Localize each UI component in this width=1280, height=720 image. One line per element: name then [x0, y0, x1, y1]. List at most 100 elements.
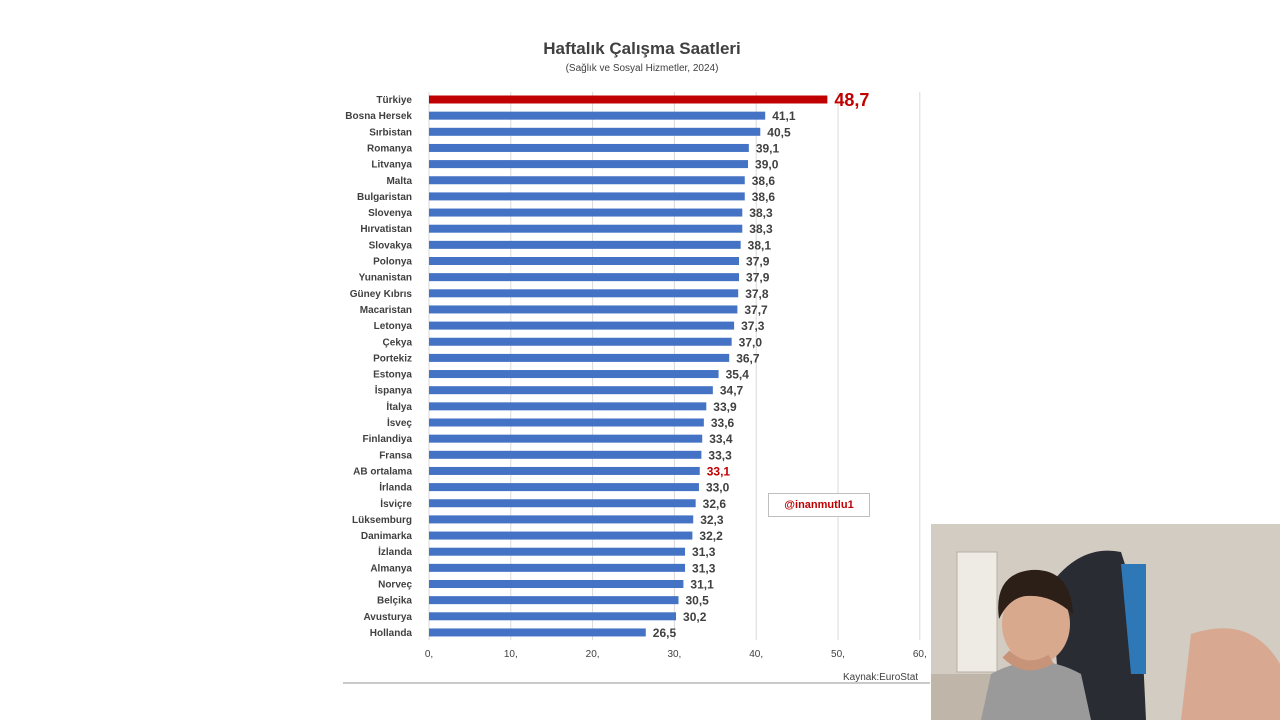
value-label: 36,7: [736, 351, 760, 365]
bars: [429, 95, 828, 637]
value-label: 33,3: [708, 448, 732, 462]
category-label: Lüksemburg: [352, 515, 412, 526]
x-tick-label: 40,: [749, 649, 763, 660]
value-label: 38,6: [752, 174, 776, 188]
bar: [429, 547, 686, 556]
value-label: 38,3: [749, 222, 773, 236]
value-label: 39,1: [756, 141, 780, 155]
bar: [429, 257, 740, 265]
value-label: 30,2: [683, 610, 707, 624]
value-label: 38,1: [748, 238, 772, 252]
webcam-video-frame: [931, 524, 1280, 720]
bar: [429, 240, 741, 249]
value-label: 37,3: [741, 319, 765, 333]
bar: [429, 224, 743, 233]
category-label: AB ortalama: [353, 466, 412, 477]
category-label: Güney Kıbrıs: [350, 289, 413, 300]
category-label: Çekya: [383, 337, 413, 348]
category-label: İrlanda: [379, 481, 412, 494]
category-label: İsveç: [387, 416, 412, 429]
category-label: Danimarka: [361, 531, 413, 542]
category-label: Yunanistan: [359, 273, 412, 284]
watermark-handle: @inanmutlu1: [768, 493, 870, 517]
value-label: 37,9: [746, 255, 770, 269]
bar: [429, 515, 694, 524]
category-label: Litvanya: [371, 160, 412, 171]
category-label: Avusturya: [363, 612, 412, 623]
category-label: Belçika: [377, 596, 412, 607]
value-label: 32,6: [703, 497, 727, 511]
value-label: 33,4: [709, 432, 733, 446]
bar: [429, 563, 686, 572]
category-label: Hırvatistan: [360, 224, 412, 235]
bar: [429, 337, 732, 346]
bar: [429, 386, 713, 395]
bar: [429, 499, 696, 508]
category-label: Türkiye: [376, 95, 412, 106]
category-label: Bosna Hersek: [345, 111, 412, 122]
bar: [429, 321, 735, 330]
bar: [429, 628, 646, 637]
value-label: 32,2: [699, 529, 723, 543]
bar: [429, 95, 828, 104]
bar: [429, 434, 703, 443]
category-label: Polonya: [373, 257, 412, 268]
value-label: 31,1: [690, 578, 714, 592]
value-label: 32,3: [700, 513, 724, 527]
category-label: İsviçre: [380, 497, 412, 510]
bar: [429, 418, 704, 427]
bar: [429, 289, 739, 298]
value-label: 30,5: [685, 594, 709, 608]
category-label: Portekiz: [373, 353, 412, 364]
bar: [429, 531, 693, 540]
bar: [429, 483, 699, 492]
value-label: 37,8: [745, 287, 769, 301]
bar: [429, 612, 677, 621]
category-label: Fransa: [379, 450, 412, 461]
category-label: Norveç: [378, 580, 412, 591]
value-label: 35,4: [726, 368, 750, 382]
category-label: İtalya: [386, 400, 412, 413]
bar: [429, 466, 700, 475]
category-label: Sırbistan: [369, 127, 412, 138]
category-label: İzlanda: [378, 545, 412, 558]
chart-subtitle: (Sağlık ve Sosyal Hizmetler, 2024): [565, 63, 719, 74]
category-label: Hollanda: [370, 628, 413, 639]
x-axis-ticks: 0, 10, 20, 30, 40, 50, 60,: [425, 649, 927, 660]
value-label: 38,6: [752, 190, 776, 204]
category-label: Bulgaristan: [357, 192, 412, 203]
bar: [429, 305, 738, 314]
x-tick-label: 30,: [667, 649, 681, 660]
category-label: Romanya: [367, 143, 412, 154]
value-label: 37,0: [739, 335, 763, 349]
value-label: 31,3: [692, 545, 716, 559]
value-label: 34,7: [720, 384, 744, 398]
bar: [429, 192, 745, 201]
bar: [429, 208, 743, 217]
bar: [429, 580, 684, 588]
value-label: 26,5: [653, 626, 677, 640]
category-label: Finlandiya: [363, 434, 413, 445]
divider: [343, 682, 930, 684]
bar: [429, 450, 702, 459]
bar: [429, 160, 749, 169]
category-labels: Türkiye Bosna Hersek Sırbistan Romanya Litva…: [345, 95, 412, 639]
value-label: 41,1: [772, 109, 796, 123]
x-tick-label: 50,: [831, 649, 845, 660]
bar: [429, 370, 719, 379]
category-label: Slovenya: [368, 208, 412, 219]
x-tick-label: 20,: [586, 649, 600, 660]
bar: [429, 273, 740, 282]
bar: [429, 143, 749, 152]
webcam-overlay: [931, 524, 1280, 720]
bar: [429, 596, 679, 605]
category-label: Slovakya: [369, 240, 413, 251]
source-note: Kaynak:EuroStat: [843, 672, 919, 683]
value-label: 40,5: [767, 125, 791, 139]
x-tick-label: 0,: [425, 649, 433, 660]
value-label: 31,3: [692, 561, 716, 575]
value-labels: 48,7 41,1 40,5 39,1 39,0 38,6 38,6 38,3 38,3 38,1…: [653, 90, 870, 640]
category-label: Almanya: [370, 563, 412, 574]
category-label: Malta: [386, 176, 412, 187]
x-tick-label: 10,: [504, 649, 518, 660]
